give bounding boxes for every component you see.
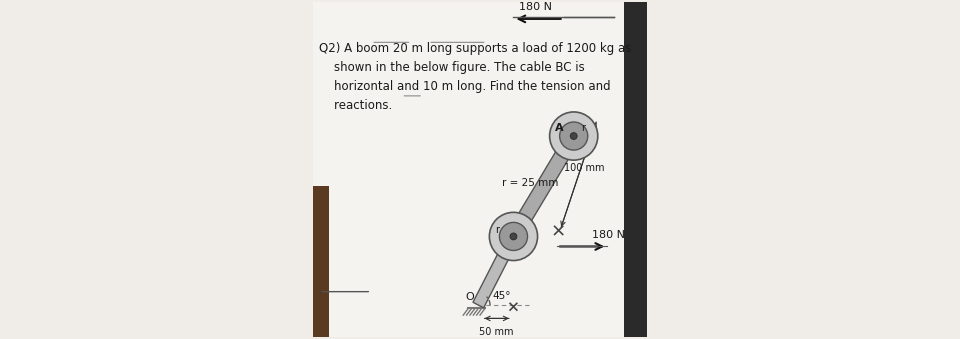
Text: 180 N: 180 N [592,230,625,240]
Text: r: r [581,123,585,133]
Text: Q2) A boom 20 m long supports a load of 1200 kg as
    shown in the below figure: Q2) A boom 20 m long supports a load of … [320,42,632,112]
Circle shape [550,112,598,160]
Text: A: A [555,123,564,133]
FancyBboxPatch shape [624,2,647,337]
FancyBboxPatch shape [313,2,647,337]
Text: O: O [466,292,474,302]
Text: r = 25 mm: r = 25 mm [502,178,558,188]
Text: 50 mm: 50 mm [479,327,514,337]
Text: r: r [495,225,499,235]
FancyBboxPatch shape [313,186,329,337]
Text: 180 N: 180 N [518,2,552,12]
Circle shape [499,222,528,251]
Circle shape [510,233,516,240]
Polygon shape [507,132,580,240]
Circle shape [490,212,538,261]
Circle shape [570,133,577,139]
Text: 100 mm: 100 mm [564,163,604,173]
Text: 45°: 45° [492,291,511,301]
Polygon shape [473,234,518,308]
Circle shape [560,122,588,150]
